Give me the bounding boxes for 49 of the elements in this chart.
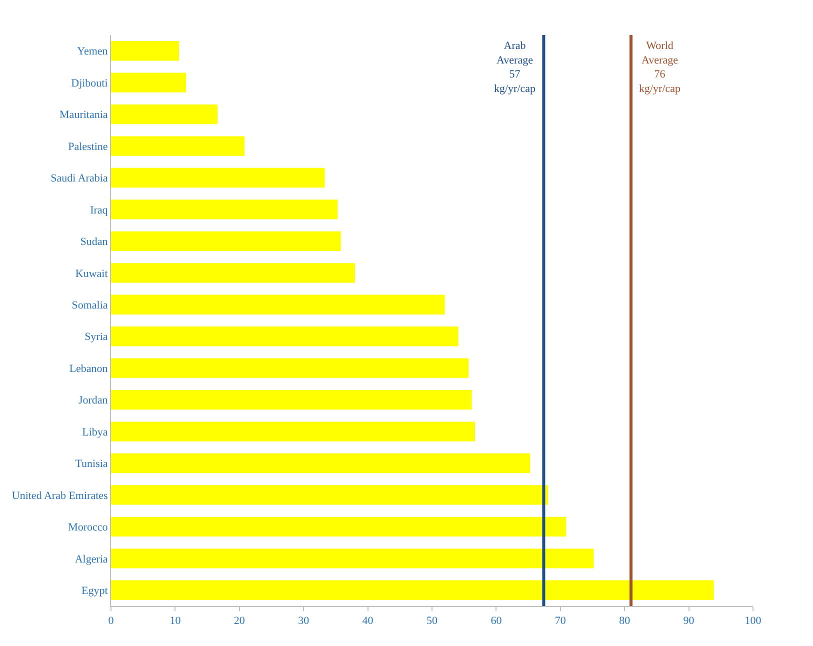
x-tick-label: 30	[298, 615, 310, 628]
bar	[111, 104, 218, 124]
bar	[111, 548, 594, 568]
bar	[111, 422, 476, 442]
x-tick-label: 40	[362, 615, 374, 628]
y-tick-label: Algeria	[74, 553, 108, 566]
bar	[111, 516, 566, 537]
x-tick-label: 70	[554, 615, 566, 628]
bar	[111, 263, 355, 283]
x-tick-label: 0	[108, 615, 114, 628]
x-tick-label: 50	[426, 615, 438, 628]
y-tick-label: Lebanon	[69, 362, 108, 375]
bar	[111, 72, 186, 92]
bar	[111, 390, 472, 410]
y-tick-label: Morocco	[68, 522, 108, 534]
y-tick-label: Mauritania	[60, 109, 108, 122]
y-tick-label: Libya	[82, 426, 108, 438]
y-tick-label: Djibouti	[71, 77, 108, 90]
bar	[111, 358, 469, 378]
x-tick-label: 60	[490, 615, 502, 628]
y-tick-label: Tunisia	[75, 458, 108, 470]
x-tick-label: 90	[683, 615, 695, 628]
y-tick-label: Somalia	[72, 299, 108, 312]
y-tick-label: United Arab Emirates	[12, 490, 108, 502]
ref-line-label: World Average 76 kg/yr/cap	[639, 40, 682, 95]
bar	[111, 580, 714, 600]
bar	[111, 231, 341, 252]
bar	[111, 136, 245, 156]
bar	[111, 294, 445, 314]
y-tick-label: Iraq	[90, 204, 108, 216]
y-tick-label: Sudan	[80, 236, 108, 248]
ref-line-label: Arab Average 57 kg/yr/cap	[494, 40, 536, 95]
bar	[111, 168, 325, 188]
x-tick-label: 20	[234, 615, 246, 628]
y-tick-label: Jordan	[78, 394, 108, 407]
bar	[111, 453, 530, 474]
x-tick-label: 10	[170, 615, 182, 628]
x-tick-label: 100	[744, 615, 762, 628]
y-tick-label: Yemen	[77, 46, 108, 58]
y-tick-label: Egypt	[82, 584, 108, 597]
x-tick-label: 80	[619, 615, 631, 628]
bar	[111, 41, 180, 61]
y-tick-label: Syria	[84, 331, 108, 344]
y-tick-label: Saudi Arabia	[50, 172, 108, 185]
bar	[111, 200, 338, 220]
y-tick-label: Kuwait	[75, 268, 108, 280]
y-tick-label: Palestine	[68, 140, 108, 153]
bar	[111, 485, 548, 505]
bar	[111, 326, 458, 346]
